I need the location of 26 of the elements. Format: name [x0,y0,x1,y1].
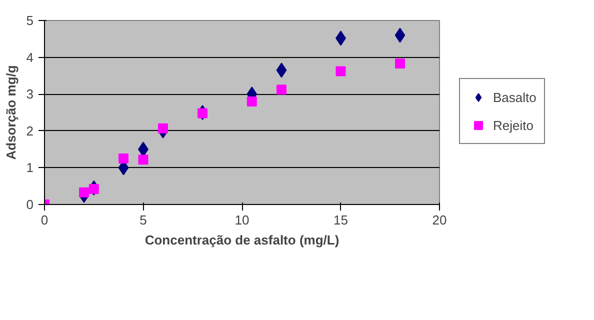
x-tick-label: 15 [334,212,348,228]
y-tick-label: 1 [26,160,34,176]
y-axis-title: Adsorção mg/g [3,65,18,160]
y-tick-label: 3 [26,86,34,102]
point [395,58,405,69]
y-tick-label: 2 [26,123,34,138]
point [79,187,89,198]
x-tick-label: 20 [432,212,447,228]
point [118,154,128,164]
y-tick-label: 5 [26,13,34,28]
point [276,62,287,78]
point [158,123,168,134]
y-tick-label: 0 [26,197,34,212]
x-tick-label: 5 [140,212,147,228]
legend-label: Rejeito [493,118,534,132]
x-tick-label: 0 [40,212,48,228]
point [336,66,346,76]
x-tick-label: 10 [234,212,250,228]
y-tick-label: 4 [26,50,34,65]
point [88,184,99,194]
point [394,28,406,43]
point [138,154,148,165]
point [276,84,286,95]
point [246,96,257,106]
legend-label: Basalto [493,90,536,104]
x-axis-title: Concentração de asfalto (mg/L) [144,232,340,248]
